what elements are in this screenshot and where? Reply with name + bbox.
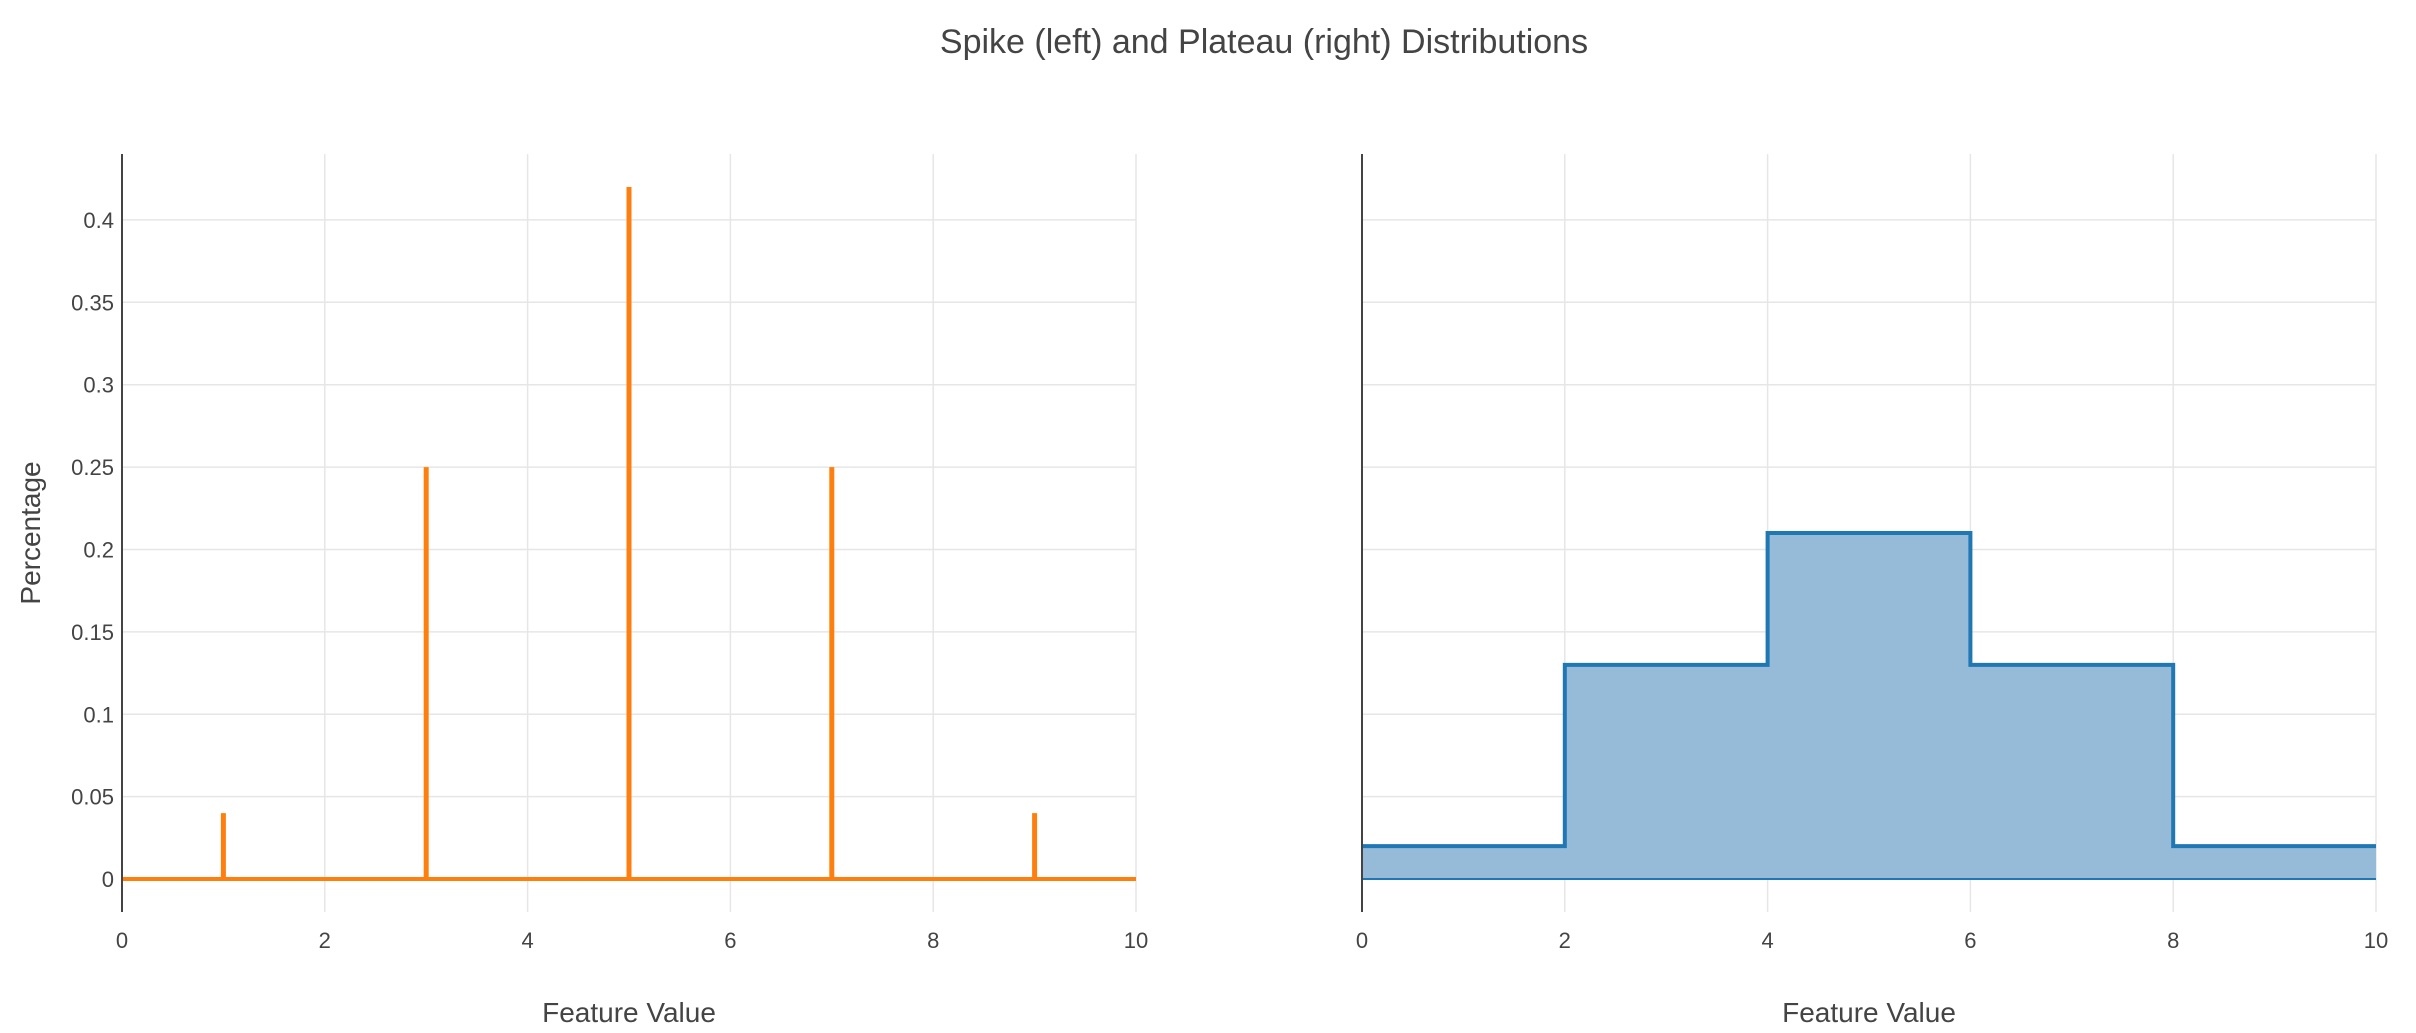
x-tick-label: 0 [1356, 928, 1368, 953]
x-tick-label: 2 [1559, 928, 1571, 953]
x-tick-label: 4 [1761, 928, 1773, 953]
chart-panel-plateau: 0 2 4 6 8 10 Feature Value [1356, 154, 2388, 1028]
x-axis-title: Feature Value [1782, 997, 1956, 1028]
x-tick-label: 6 [724, 928, 736, 953]
plateau-area [1362, 533, 2376, 880]
x-tick-label: 4 [521, 928, 533, 953]
y-tick-label: 0.05 [71, 785, 114, 810]
y-tick-label: 0 [102, 867, 114, 892]
x-axis-title: Feature Value [542, 997, 716, 1028]
x-tick-label: 2 [319, 928, 331, 953]
x-tick-label: 8 [2167, 928, 2179, 953]
y-tick-label: 0.2 [83, 537, 114, 562]
chart-panel-spike: 0 2 4 6 8 10 0 0.05 0.1 0.15 0.2 0.25 0.3 0.35 0.4 Feat… [15, 154, 1148, 1028]
y-tick-label: 0.3 [83, 373, 114, 398]
y-tick-label: 0.25 [71, 455, 114, 480]
x-tick-label: 0 [116, 928, 128, 953]
x-tick-label: 6 [1964, 928, 1976, 953]
x-tick-label: 10 [1124, 928, 1148, 953]
chart-title: Spike (left) and Plateau (right) Distrib… [940, 23, 1588, 61]
y-tick-label: 0.15 [71, 620, 114, 645]
x-tick-label: 10 [2364, 928, 2388, 953]
y-tick-label: 0.1 [83, 702, 114, 727]
x-tick-label: 8 [927, 928, 939, 953]
y-tick-label: 0.35 [71, 290, 114, 315]
y-axis-title: Percentage [15, 461, 46, 604]
plateau-line [1362, 531, 2376, 849]
y-tick-label: 0.4 [83, 208, 114, 233]
